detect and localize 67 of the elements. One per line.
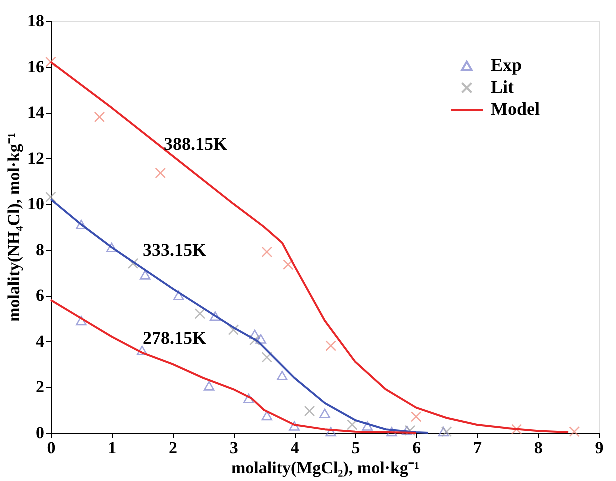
point — [228, 324, 240, 336]
annotation: 278.15K — [143, 328, 207, 348]
x-tick-label: 2 — [169, 438, 178, 458]
x-tick-label: 9 — [595, 438, 604, 458]
point — [511, 424, 522, 435]
point — [326, 340, 336, 352]
point — [262, 246, 273, 258]
y-tick-label: 18 — [28, 12, 44, 30]
point — [76, 220, 87, 230]
point — [347, 420, 358, 430]
y-tick-label: 0 — [36, 424, 44, 442]
x-tick-label: 8 — [534, 438, 543, 458]
point — [402, 426, 413, 436]
point — [128, 258, 139, 270]
y-tick-label: 2 — [36, 378, 44, 397]
y-tick-label: 8 — [36, 240, 44, 260]
y-tick-label: 14 — [28, 103, 45, 122]
line-series — [50, 61, 570, 434]
point — [204, 381, 215, 391]
point — [283, 259, 294, 270]
legend-label: Lit — [491, 77, 514, 97]
point — [210, 312, 221, 322]
point — [410, 412, 422, 422]
x-tick-label: 7 — [473, 438, 482, 458]
point — [46, 192, 56, 203]
point — [136, 346, 148, 356]
y-tick-label: 10 — [28, 194, 44, 214]
point — [140, 270, 151, 280]
y-tick-label: 6 — [36, 286, 44, 306]
y-tick-label: 4 — [36, 332, 45, 351]
point — [46, 56, 56, 68]
legend-label: Model — [491, 99, 540, 119]
point — [173, 290, 184, 300]
point — [304, 406, 316, 417]
legend-label: Exp — [491, 55, 522, 75]
x-tick-label: 1 — [108, 438, 117, 458]
point — [441, 426, 452, 438]
point — [289, 421, 300, 431]
x-tick-label: 6 — [412, 438, 422, 458]
x-axis-title: molality(MgCl₂), mol·kg⁻¹ — [231, 458, 420, 478]
x-tick-label: 4 — [290, 438, 300, 458]
point — [386, 427, 398, 437]
annotation: 388.15K — [164, 134, 228, 154]
point — [362, 421, 374, 431]
point — [76, 316, 87, 326]
point — [262, 352, 273, 363]
x-tick-label: 3 — [230, 438, 238, 458]
point — [250, 334, 260, 346]
y-tick-label: 16 — [28, 57, 44, 76]
point — [276, 371, 288, 381]
point — [106, 242, 118, 252]
point — [94, 112, 106, 123]
point — [404, 425, 416, 436]
point — [320, 408, 330, 418]
y-axis-title: molality(NH₄Cl), mol·kg⁻¹ — [4, 132, 24, 322]
point — [438, 427, 450, 437]
y-tick-label: 12 — [28, 148, 44, 168]
point — [243, 394, 254, 404]
point — [155, 168, 166, 179]
annotation: 333.15K — [143, 240, 207, 260]
point — [256, 334, 266, 344]
x-tick-label: 5 — [352, 438, 360, 458]
point — [262, 411, 273, 421]
point — [569, 426, 580, 438]
point — [194, 308, 206, 320]
point — [250, 330, 260, 340]
point — [326, 427, 336, 437]
